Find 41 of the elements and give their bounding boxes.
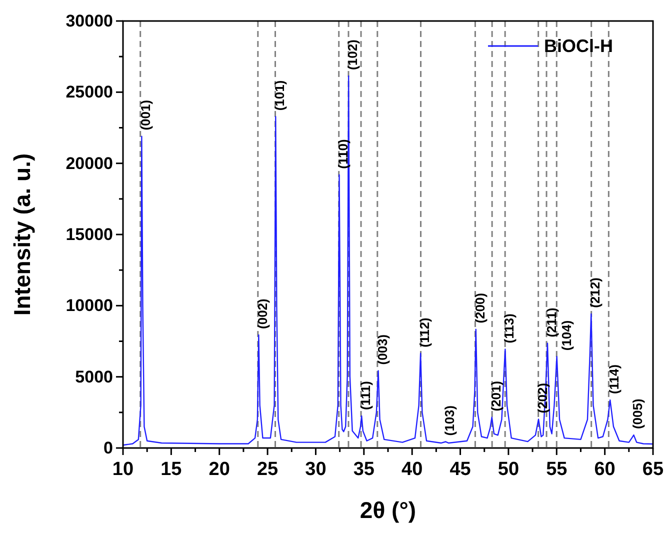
y-tick-label: 0 [104, 438, 113, 458]
y-tick-label: 10000 [66, 296, 113, 316]
annotation: (102) [345, 40, 360, 70]
annotation: (211) [544, 308, 559, 338]
x-tick-label: 60 [594, 459, 616, 480]
y-tick-label: 30000 [66, 12, 113, 30]
x-tick-label: 15 [160, 459, 182, 480]
annotation: (114) [606, 364, 622, 394]
annotation: (005) [630, 398, 646, 430]
annotation: (003) [374, 334, 390, 365]
x-tick-label: 55 [546, 459, 568, 480]
y-tick-label: 5000 [75, 367, 113, 386]
annotation: (103) [442, 405, 458, 436]
x-tick-label: 50 [498, 459, 520, 480]
x-tick-label: 30 [305, 459, 326, 480]
annotation: (104) [558, 320, 574, 351]
y-tick-label: 25000 [66, 82, 113, 102]
y-tick-label: 20000 [66, 154, 113, 173]
x-tick-label: 35 [353, 459, 375, 480]
x-tick-label: 65 [642, 459, 664, 480]
annotation: (212) [588, 278, 603, 308]
x-tick-label: 10 [112, 459, 134, 480]
annotation: (110) [336, 139, 351, 169]
x-tick-label: 20 [208, 459, 230, 480]
annotation: (112) [417, 318, 432, 348]
x-tick-label: 40 [402, 459, 423, 480]
annotation: (101) [272, 80, 288, 111]
annotation: (201) [488, 380, 504, 412]
x-axis-title: 2θ (°) [360, 497, 416, 523]
annotation: (111) [358, 381, 374, 410]
x-tick-label: 25 [256, 459, 279, 480]
y-axis-title: Intensity (a. u.) [9, 153, 35, 316]
y-tick-label: 15000 [66, 225, 113, 244]
annotation: (001) [138, 100, 154, 130]
annotation: (202) [535, 382, 550, 414]
annotation: (002) [255, 298, 270, 329]
legend-label: BiOCl-H [544, 36, 613, 56]
annotation: (200) [472, 292, 488, 324]
annotation: (113) [502, 314, 517, 344]
x-tick-label: 45 [450, 459, 472, 480]
line-series [122, 75, 654, 446]
